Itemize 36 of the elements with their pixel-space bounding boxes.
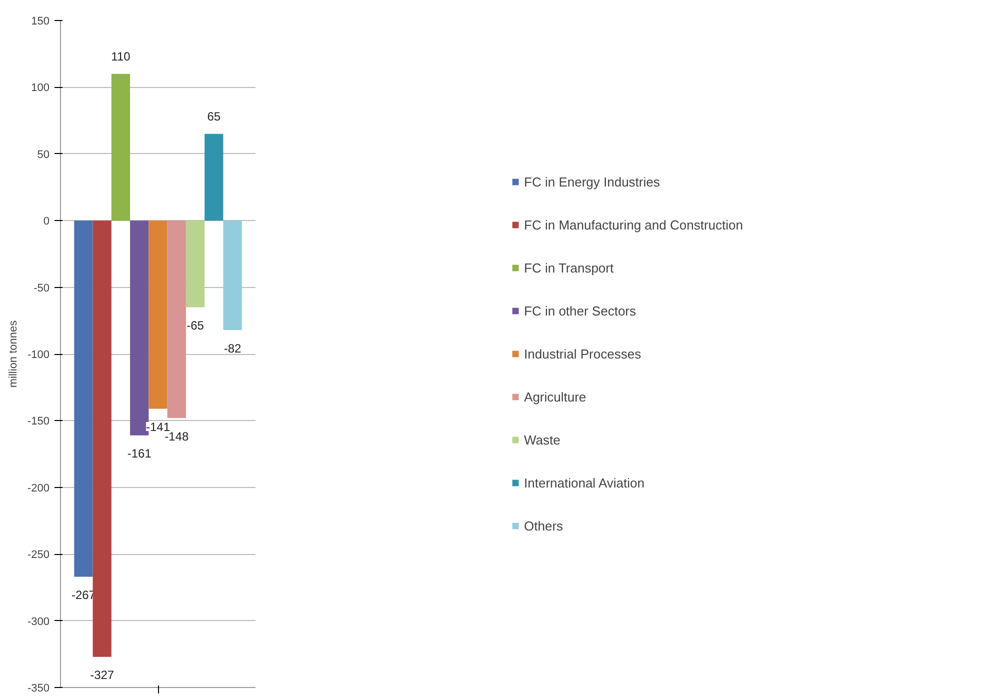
bar	[92, 220, 112, 657]
bar	[223, 220, 242, 330]
data-label: -161	[127, 446, 152, 461]
legend-label: FC in Energy Industries	[524, 174, 660, 189]
y-tick-label: 150	[31, 16, 50, 28]
bar	[74, 220, 93, 577]
legend-label: Agriculture	[524, 389, 586, 404]
y-tick-label: 0	[43, 216, 50, 228]
y-tick-label: 100	[31, 82, 50, 94]
data-label: -327	[90, 668, 114, 682]
data-label: -141	[146, 420, 170, 434]
data-label: -65	[186, 318, 204, 333]
data-label: -82	[224, 341, 242, 356]
bar	[204, 134, 224, 221]
y-tick-label: -250	[27, 549, 50, 562]
y-tick-label: -100	[27, 349, 50, 361]
legend-label: International Aviation	[524, 475, 644, 490]
y-tick-label: 50	[37, 148, 50, 161]
legend-label: FC in other Sectors	[524, 303, 636, 318]
bar	[111, 74, 130, 221]
bar	[148, 220, 168, 409]
y-tick-label: -50	[34, 282, 50, 294]
y-tick-label: -350	[27, 682, 50, 694]
data-label: 65	[207, 110, 221, 124]
y-tick-label: -200	[27, 482, 50, 494]
y-tick-label: -150	[27, 416, 50, 428]
legend-label: Others	[524, 518, 564, 533]
data-label: 110	[111, 50, 131, 64]
bar	[186, 220, 205, 308]
legend-label: FC in Transport	[524, 260, 614, 275]
bar	[167, 220, 186, 418]
y-axis-title: million tonnes	[7, 320, 20, 388]
y-tick-label: -300	[27, 616, 50, 628]
legend-label: Waste	[524, 432, 560, 447]
legend-label: Industrial Processes	[524, 346, 642, 361]
legend-label: FC in Manufacturing and Construction	[524, 217, 743, 232]
